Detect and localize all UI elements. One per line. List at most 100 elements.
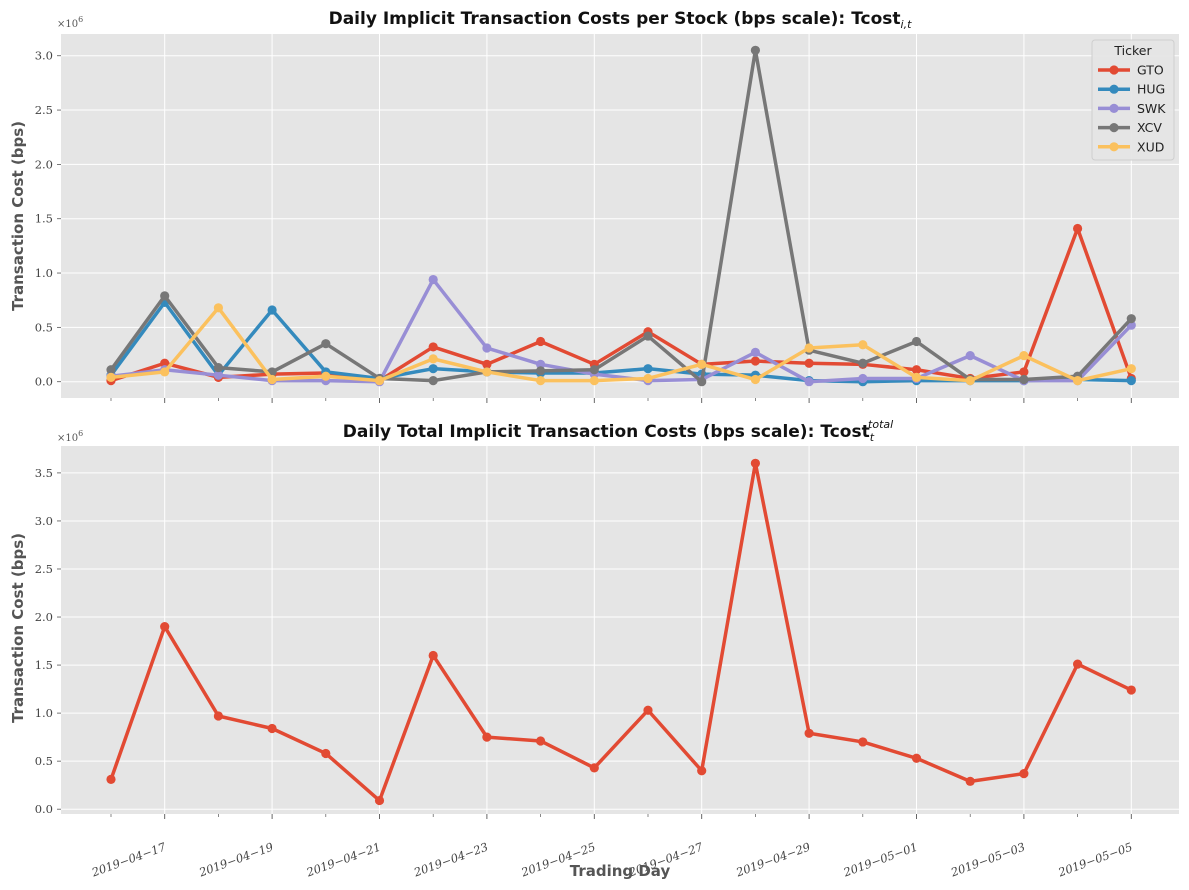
data-point [1073, 659, 1083, 669]
data-point [213, 362, 223, 373]
legend-title: Ticker [1113, 43, 1152, 58]
data-point [106, 365, 116, 375]
y-tick-label: 1.0 [35, 706, 53, 720]
gridlines [61, 34, 1179, 403]
legend-entry-gto: GTO [1098, 63, 1164, 78]
data-point [213, 370, 223, 380]
data-point [160, 367, 170, 377]
y-tick-label: 3.0 [35, 514, 53, 528]
data-point [267, 723, 277, 734]
x-tick-label: 2019−04−23 [411, 840, 490, 880]
series-lines [106, 45, 1136, 387]
data-point [482, 367, 492, 377]
data-point [106, 372, 116, 382]
data-point [374, 376, 385, 386]
data-point [858, 373, 868, 384]
data-point [267, 374, 277, 385]
data-point [750, 374, 761, 385]
data-point [1126, 685, 1136, 695]
series-lines [106, 458, 1136, 806]
data-point [911, 336, 922, 347]
series-line [109, 48, 1133, 384]
legend-marker [1109, 65, 1119, 75]
legend-entry-xcv: XCV [1098, 120, 1162, 135]
legend-marker [1109, 84, 1119, 94]
series-line [110, 306, 1132, 383]
data-point [911, 753, 922, 763]
series-xcv [106, 45, 1136, 387]
data-point [643, 705, 653, 715]
data-point [160, 622, 170, 632]
legend-label: SWK [1137, 101, 1166, 116]
total-cost-chart: 0.0 0.5 1.0 1.5 2.0 2.5 3.0 3.5 2019−04−17 2019−… [9, 418, 1179, 880]
chart-title: Daily Implicit Transaction Costs per Sto… [329, 9, 912, 31]
data-point [1019, 367, 1029, 377]
data-point [643, 331, 653, 341]
data-point [213, 711, 223, 721]
series-line [110, 226, 1133, 383]
legend-marker [1109, 123, 1119, 133]
data-point [858, 737, 868, 747]
data-point [1019, 769, 1029, 779]
data-point [858, 340, 868, 350]
y-multiplier: ×106 [57, 429, 83, 444]
data-point [428, 364, 438, 374]
legend-entry-hug: HUG [1098, 82, 1165, 97]
data-point [1073, 376, 1083, 386]
y-tick-label: 1.0 [35, 266, 53, 280]
data-point [536, 336, 546, 347]
per-stock-chart: 0.0 0.5 1.0 1.5 2.0 2.5 3.0 ×106 Daily Implici… [9, 9, 1179, 403]
data-point [321, 339, 331, 349]
y-tick-labels: 0.0 0.5 1.0 1.5 2.0 2.5 3.0 [35, 49, 61, 389]
x-tick-label: 2019−04−19 [196, 840, 275, 880]
data-point [160, 358, 170, 368]
y-tick-label: 2.0 [35, 157, 53, 171]
data-point [750, 45, 761, 55]
data-point [643, 364, 653, 374]
data-point [267, 305, 277, 315]
data-point [697, 377, 707, 387]
data-point [428, 342, 438, 352]
y-tick-label: 0.0 [35, 802, 53, 816]
data-point [482, 343, 492, 353]
y-tick-label: 2.5 [35, 562, 53, 576]
data-point [536, 359, 546, 369]
series-xud [106, 303, 1136, 386]
chart-title: Daily Total Implicit Transaction Costs (… [343, 418, 893, 444]
data-point [428, 354, 438, 364]
legend-marker [1109, 142, 1119, 152]
data-point [697, 766, 707, 776]
plot-area [61, 446, 1179, 814]
data-point [1126, 364, 1136, 374]
data-point [213, 303, 223, 313]
y-tick-label: 2.0 [35, 610, 53, 624]
data-point [1126, 376, 1136, 386]
y-tick-label: 0.0 [35, 375, 53, 389]
data-point [750, 347, 761, 357]
data-point [589, 763, 599, 773]
data-point [858, 358, 868, 368]
plot-area [61, 34, 1179, 398]
x-tick-label: 2019−04−21 [304, 840, 383, 880]
data-point [428, 650, 438, 661]
data-point [804, 728, 814, 738]
data-point [589, 365, 599, 375]
data-point [536, 376, 546, 386]
x-tick-label: 2019−05−05 [1055, 840, 1134, 880]
data-point [428, 274, 438, 285]
y-tick-label: 1.5 [35, 212, 53, 226]
series-line [109, 461, 1133, 803]
y-tick-label: 1.5 [35, 658, 53, 672]
legend-label: HUG [1137, 82, 1165, 97]
data-point [106, 774, 116, 785]
data-point [750, 458, 761, 468]
legend-label: XCV [1137, 120, 1162, 135]
x-tick-label: 2019−04−17 [89, 839, 168, 879]
y-axis-label: Transaction Cost (bps) [9, 533, 27, 723]
legend-entry-xud: XUD [1098, 139, 1164, 154]
data-point [697, 359, 707, 369]
data-point [965, 351, 975, 361]
y-axis-label: Transaction Cost (bps) [9, 121, 27, 311]
data-point [374, 795, 385, 806]
